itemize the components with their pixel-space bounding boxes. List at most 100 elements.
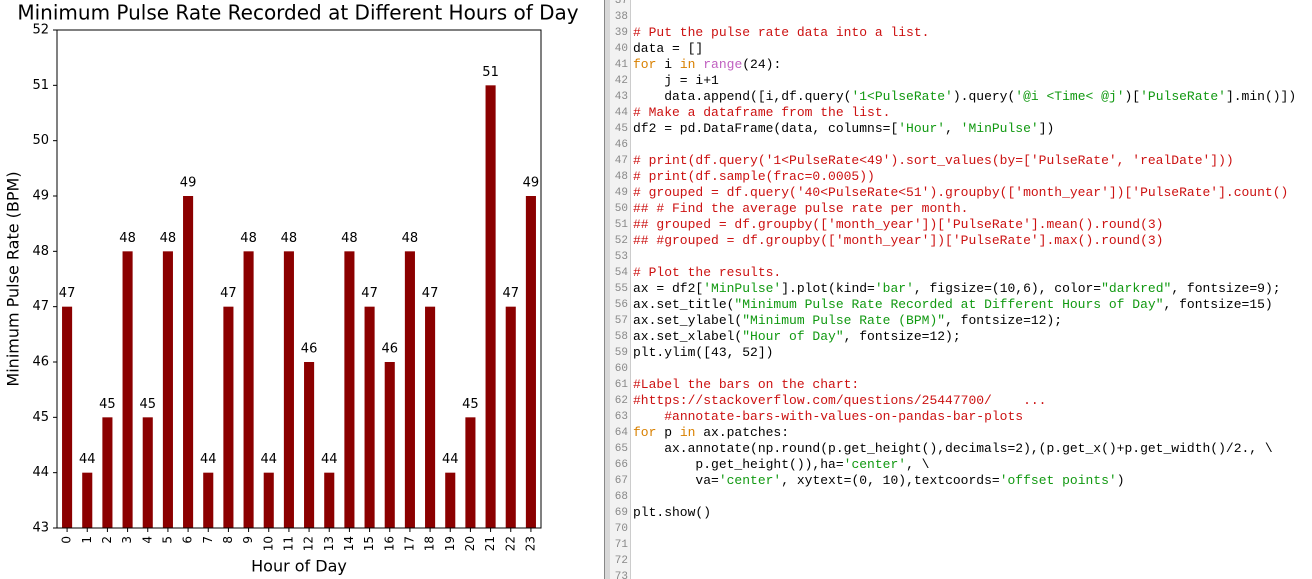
line-number: 43 xyxy=(614,91,628,103)
code-token: , \ xyxy=(906,457,930,472)
pane-divider[interactable] xyxy=(604,0,610,579)
value-label: 49 xyxy=(523,176,540,191)
line-number: 46 xyxy=(614,139,628,151)
code-text: df2 = pd.DataFrame(data, columns=['Hour'… xyxy=(633,121,1054,137)
line-number: 44 xyxy=(614,107,628,119)
code-token: 'MinPulse' xyxy=(703,281,782,296)
code-token: 'bar' xyxy=(874,281,914,296)
code-token: # print(df.sample(frac=0.0005)) xyxy=(633,169,875,184)
y-tick-label: 48 xyxy=(32,244,49,259)
x-tick-label: 2 xyxy=(100,536,114,544)
code-token: j = i+1 xyxy=(633,73,719,88)
x-tick-label: 11 xyxy=(281,536,295,551)
x-tick-label: 20 xyxy=(463,536,477,551)
y-tick-label: 43 xyxy=(32,521,49,536)
line-number: 62 xyxy=(614,395,628,407)
line-number: 65 xyxy=(614,443,628,455)
code-token: for xyxy=(633,425,657,440)
code-token: i xyxy=(656,57,680,72)
x-tick-label: 18 xyxy=(423,536,437,551)
code-token: "Minimum Pulse Rate Recorded at Differen… xyxy=(734,297,1164,312)
code-token: ).query( xyxy=(952,89,1016,104)
value-label: 48 xyxy=(240,231,257,246)
code-token: "Hour of Day" xyxy=(742,329,844,344)
code-text: ## grouped = df.groupby(['month_year'])[… xyxy=(633,217,1164,233)
code-token: "darkred" xyxy=(1101,281,1172,296)
x-tick-label: 21 xyxy=(483,536,497,551)
code-text: # grouped = df.query('40<PulseRate<51').… xyxy=(633,185,1288,201)
y-tick-label: 51 xyxy=(32,78,49,93)
value-label: 48 xyxy=(402,231,419,246)
code-token: # Put the pulse rate data into a list. xyxy=(633,25,930,40)
bar xyxy=(223,306,234,528)
code-token: ) xyxy=(1116,473,1125,488)
x-tick-label: 10 xyxy=(261,536,275,551)
x-axis-label: Hour of Day xyxy=(251,557,347,576)
line-number: 47 xyxy=(614,155,628,167)
line-number: 39 xyxy=(614,27,628,39)
line-number: 41 xyxy=(614,59,628,71)
line-number: 55 xyxy=(614,283,628,295)
x-tick-label: 8 xyxy=(221,536,235,544)
line-number: 40 xyxy=(614,43,628,55)
line-number: 64 xyxy=(614,427,628,439)
y-tick-label: 50 xyxy=(32,133,49,148)
x-tick-label: 3 xyxy=(120,536,134,544)
value-label: 49 xyxy=(180,176,197,191)
code-token: ax.patches: xyxy=(695,425,790,440)
x-tick-label: 7 xyxy=(201,536,215,544)
line-number: 37 xyxy=(614,0,628,7)
code-token: va= xyxy=(633,473,719,488)
code-editor[interactable]: 37 38 39 # Put the pulse rate data into a l… xyxy=(610,0,1312,579)
code-text: for p in ax.patches: xyxy=(633,425,789,441)
line-number: 69 xyxy=(614,507,628,519)
code-token: p.get_height()),ha= xyxy=(633,457,844,472)
y-tick-label: 44 xyxy=(32,465,49,480)
value-label: 44 xyxy=(260,452,277,467)
x-tick-label: 9 xyxy=(241,536,255,544)
plot-frame xyxy=(56,29,542,529)
x-tick-label: 0 xyxy=(60,536,74,544)
line-number: 61 xyxy=(614,379,628,391)
line-number: 71 xyxy=(614,539,628,551)
value-label: 48 xyxy=(281,231,298,246)
code-token: # Make a dataframe from the list. xyxy=(633,105,891,120)
bar xyxy=(525,196,536,528)
bar xyxy=(384,362,395,528)
code-token: 'PulseRate' xyxy=(1140,89,1226,104)
bar xyxy=(505,306,516,528)
y-tick-label: 52 xyxy=(32,23,49,38)
bar xyxy=(142,417,153,528)
y-tick-label: 45 xyxy=(32,410,49,425)
bar xyxy=(404,251,415,529)
code-text: #annotate-bars-with-values-on-pandas-bar… xyxy=(633,409,1023,425)
code-token: plt.ylim([43, 52]) xyxy=(633,345,774,360)
x-tick-label: 16 xyxy=(382,536,396,551)
line-number: 68 xyxy=(614,491,628,503)
code-text: plt.show() xyxy=(633,505,711,521)
x-tick-label: 14 xyxy=(342,536,356,551)
code-token: # Plot the results. xyxy=(633,265,782,280)
line-number: 73 xyxy=(614,571,628,579)
code-token: )[ xyxy=(1124,89,1141,104)
x-tick-label: 15 xyxy=(362,536,376,551)
code-token: ax.set_ylabel( xyxy=(633,313,743,328)
line-number: 38 xyxy=(614,11,628,23)
line-number: 53 xyxy=(614,251,628,263)
code-token: "Minimum Pulse Rate (BPM)" xyxy=(742,313,946,328)
value-label: 47 xyxy=(502,286,519,301)
bar xyxy=(263,472,274,528)
line-number: 50 xyxy=(614,203,628,215)
line-number: 70 xyxy=(614,523,628,535)
value-label: 45 xyxy=(99,397,116,412)
code-token: ax.annotate(np.round(p.get_height(),deci… xyxy=(633,441,1273,456)
x-tick-label: 23 xyxy=(523,536,537,551)
value-label: 48 xyxy=(160,231,177,246)
code-token: (24): xyxy=(742,57,782,72)
line-number: 72 xyxy=(614,555,628,567)
code-token: df2 = pd.DataFrame(data, columns=[ xyxy=(633,121,899,136)
code-text: ax.set_title("Minimum Pulse Rate Recorde… xyxy=(633,297,1273,313)
x-tick-label: 22 xyxy=(503,536,517,551)
code-text: data.append([i,df.query('1<PulseRate').q… xyxy=(633,89,1296,105)
value-label: 46 xyxy=(301,342,318,357)
